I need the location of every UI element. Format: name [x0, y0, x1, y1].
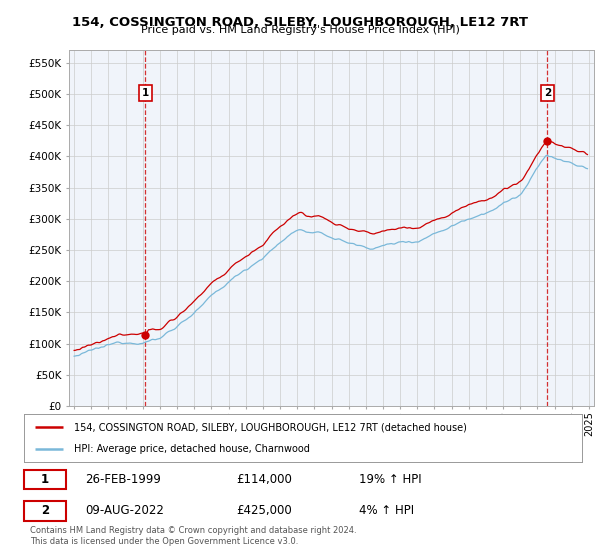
Text: 1: 1	[142, 88, 149, 98]
Text: 1: 1	[41, 473, 49, 486]
Text: 19% ↑ HPI: 19% ↑ HPI	[359, 473, 421, 486]
Text: 26-FEB-1999: 26-FEB-1999	[85, 473, 161, 486]
Text: 09-AUG-2022: 09-AUG-2022	[85, 504, 164, 517]
FancyBboxPatch shape	[24, 469, 66, 489]
Text: HPI: Average price, detached house, Charnwood: HPI: Average price, detached house, Char…	[74, 444, 310, 454]
FancyBboxPatch shape	[24, 501, 66, 521]
Text: 2: 2	[544, 88, 551, 98]
Text: Price paid vs. HM Land Registry's House Price Index (HPI): Price paid vs. HM Land Registry's House …	[140, 25, 460, 35]
Text: Contains HM Land Registry data © Crown copyright and database right 2024.
This d: Contains HM Land Registry data © Crown c…	[30, 526, 356, 546]
Text: 2: 2	[41, 504, 49, 517]
Text: 154, COSSINGTON ROAD, SILEBY, LOUGHBOROUGH, LE12 7RT: 154, COSSINGTON ROAD, SILEBY, LOUGHBOROU…	[72, 16, 528, 29]
Text: £114,000: £114,000	[236, 473, 292, 486]
Text: £425,000: £425,000	[236, 504, 292, 517]
Text: 4% ↑ HPI: 4% ↑ HPI	[359, 504, 414, 517]
Text: 154, COSSINGTON ROAD, SILEBY, LOUGHBOROUGH, LE12 7RT (detached house): 154, COSSINGTON ROAD, SILEBY, LOUGHBOROU…	[74, 422, 467, 432]
